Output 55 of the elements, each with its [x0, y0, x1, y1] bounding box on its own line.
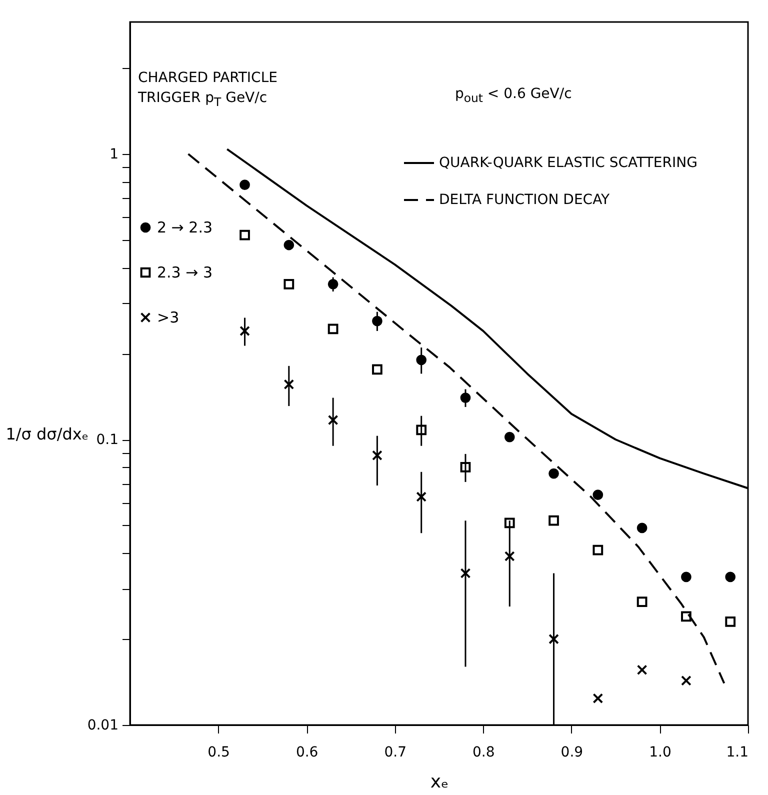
point — [592, 693, 604, 704]
point — [372, 450, 382, 461]
point — [328, 324, 338, 334]
point — [681, 572, 692, 582]
point — [284, 240, 294, 250]
legend-label: 2 → 2.3 — [157, 218, 213, 236]
point — [681, 611, 692, 622]
y-tick-label: 1 — [110, 146, 118, 163]
point — [328, 414, 338, 426]
point — [460, 392, 471, 403]
y-tick-label: 0.01 — [87, 718, 118, 734]
point — [504, 518, 515, 528]
point — [328, 279, 338, 290]
legend-label: >3 — [157, 308, 180, 326]
point — [548, 515, 559, 526]
point — [460, 568, 471, 578]
point — [636, 596, 648, 608]
x-tick-label: 1.0 — [649, 744, 672, 760]
point — [240, 326, 250, 336]
legend-label: DELTA FUNCTION DECAY — [439, 192, 610, 208]
annotation: CHARGED PARTICLE TRIGGER p$_{T}$ GeV/c — [138, 69, 278, 111]
legend-label: 2.3 → 3 — [157, 264, 213, 282]
point — [636, 664, 648, 676]
x-tick-label: 0.6 — [296, 744, 318, 760]
point — [504, 432, 515, 442]
point — [416, 424, 427, 436]
point — [240, 180, 250, 190]
point — [372, 364, 382, 375]
x-tick-label: 0.5 — [208, 744, 230, 760]
point — [284, 379, 294, 390]
point — [592, 544, 604, 556]
point — [416, 492, 427, 502]
x-tick-label: 1.1 — [726, 744, 748, 760]
y-axis-title: 1/σ dσ/dxₑ — [6, 424, 88, 444]
legend-label: QUARK-QUARK ELASTIC SCATTERING — [439, 155, 698, 171]
x-tick-label: 0.8 — [472, 744, 495, 760]
point — [284, 278, 294, 290]
point — [372, 316, 382, 326]
point — [416, 354, 427, 366]
point — [681, 675, 692, 686]
point — [592, 490, 604, 500]
x-axis-title: xₑ — [430, 772, 449, 792]
point — [504, 551, 515, 562]
y-tick-label: 0.1 — [96, 432, 118, 448]
point — [460, 462, 471, 472]
line-series — [187, 153, 726, 684]
point — [725, 616, 736, 627]
point — [548, 634, 559, 644]
point — [240, 230, 250, 240]
point — [725, 572, 736, 582]
x-tick-label: 0.9 — [560, 744, 584, 760]
annotation: p$_{out}$ < 0.6 GeV/c — [455, 85, 573, 107]
x-tick-label: 0.7 — [384, 744, 406, 760]
point — [548, 468, 559, 479]
point — [636, 522, 648, 534]
